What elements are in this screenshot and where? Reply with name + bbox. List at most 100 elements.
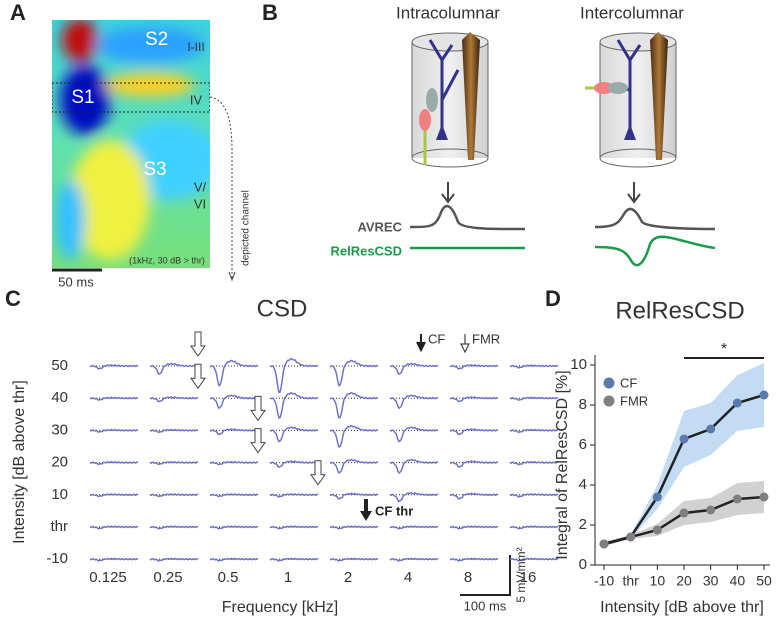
- y-tick-label: 30: [51, 421, 68, 438]
- trace: [509, 428, 559, 434]
- layer-label: S3: [143, 159, 166, 180]
- csd-decor: [416, 334, 511, 596]
- x-tick-label: 0.25: [153, 569, 182, 586]
- stimulus-note: (1kHz, 30 dB > thr): [129, 255, 205, 265]
- trace: [89, 493, 139, 498]
- layer-label: I-III: [187, 40, 204, 54]
- trace: [389, 525, 439, 530]
- trace: [149, 460, 199, 465]
- scale-label: 5 mV/mm²: [514, 547, 528, 602]
- legend-label: CF: [620, 375, 637, 390]
- trace: [269, 493, 319, 498]
- trace: [149, 362, 199, 376]
- marker: [652, 492, 662, 502]
- x-tick-label: 0.125: [89, 569, 127, 586]
- csd-traces: [89, 331, 559, 562]
- x-tick-label: 40: [730, 573, 746, 589]
- panel-label: C: [5, 286, 21, 311]
- y-tick-label: 50: [51, 357, 68, 374]
- y-tick-label: 10: [51, 486, 68, 503]
- trace: [329, 359, 379, 387]
- trace: [329, 391, 379, 419]
- column-diagrams: [409, 32, 716, 267]
- y-tick-label: 4: [579, 476, 587, 493]
- channel-arrow: [209, 96, 233, 278]
- layer-label: S1: [71, 87, 94, 108]
- trace: [209, 557, 259, 562]
- trace: [209, 525, 259, 530]
- panel-label: D: [545, 286, 561, 311]
- column-title: Intercolumnar: [580, 3, 684, 22]
- y-tick-label: 8: [579, 396, 587, 413]
- trace: [149, 493, 199, 498]
- trace: [389, 362, 439, 376]
- x-tick-label: 2: [344, 569, 352, 586]
- trace: [89, 364, 139, 370]
- trace: [89, 428, 139, 433]
- marker: [679, 508, 689, 518]
- trace: [509, 396, 559, 401]
- legend-label: CF: [428, 331, 445, 346]
- trace: [209, 493, 259, 498]
- layer-label: VI: [194, 196, 206, 211]
- marker: [732, 494, 742, 504]
- trace: [269, 426, 319, 443]
- trace: [389, 458, 439, 474]
- trace: [209, 428, 259, 436]
- trace: [89, 396, 139, 401]
- fmr-arrow: [310, 460, 326, 486]
- layer-label: IV: [190, 92, 203, 107]
- legend-marker: [603, 395, 615, 407]
- trace: [269, 557, 319, 562]
- y-label: Intensity [dB above thr]: [11, 380, 28, 544]
- marker: [599, 539, 609, 549]
- trace: [449, 364, 499, 370]
- trace: [509, 460, 559, 466]
- trace: [449, 460, 499, 468]
- x-tick-label: thr: [622, 573, 639, 589]
- marker: [732, 398, 742, 408]
- column-title: Intracolumnar: [396, 3, 500, 22]
- significance-label: *: [721, 341, 727, 358]
- y-tick-label: 0: [579, 556, 587, 573]
- trace: [149, 525, 199, 530]
- y-tick-label: 40: [51, 389, 68, 406]
- channel-note: depicted channel: [241, 190, 252, 266]
- trace: [389, 426, 439, 443]
- cf-arrow: [360, 499, 372, 521]
- chart: D RelResCSD Integral of RelResCSD [%] Inten…: [545, 286, 772, 616]
- y-tick-label: 6: [579, 436, 587, 453]
- trace: [509, 364, 559, 369]
- arrow-head: [228, 271, 236, 282]
- fmr-arrow: [250, 395, 266, 422]
- y-tick-label: 20: [51, 454, 68, 471]
- x-tick-label: 20: [676, 573, 692, 589]
- scale-label: 50 ms: [58, 274, 94, 289]
- marker: [706, 505, 716, 515]
- trace: [269, 357, 319, 394]
- y-tick-label: 2: [579, 516, 587, 533]
- trace: [449, 428, 499, 436]
- trace: [449, 525, 499, 530]
- trace: [509, 493, 559, 498]
- x-tick-label: -10: [594, 573, 614, 589]
- error-band: [604, 363, 764, 546]
- trace: [209, 359, 259, 387]
- fmr-arrow: [190, 363, 206, 390]
- panel-label: B: [262, 0, 278, 25]
- x-tick-label: 4: [404, 569, 412, 586]
- trace: [329, 424, 379, 449]
- trace: [329, 525, 379, 530]
- marker: [759, 390, 769, 400]
- trace: [509, 557, 559, 562]
- trace: [209, 394, 259, 410]
- x-label: Frequency [kHz]: [222, 599, 338, 616]
- trace: [329, 458, 379, 474]
- layer-label: S2: [145, 29, 168, 50]
- marker: [706, 424, 716, 434]
- y-tick-label: -10: [46, 550, 68, 567]
- layer-label: V/: [194, 179, 207, 194]
- legend-label: FMR: [472, 331, 500, 346]
- x-tick-label: 10: [650, 573, 666, 589]
